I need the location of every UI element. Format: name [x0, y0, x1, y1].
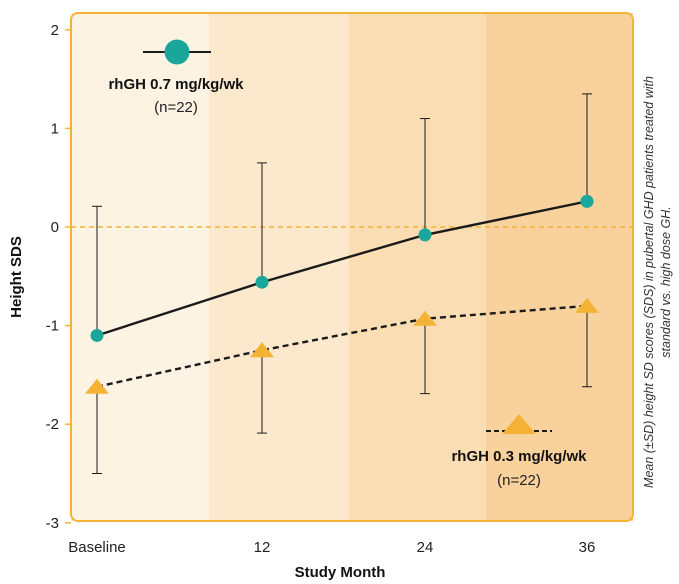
y-tick-label: -3	[46, 515, 59, 532]
y-axis: 2 1 0 -1 -2 -3	[46, 22, 71, 532]
data-point	[255, 275, 269, 289]
legend-label-2: rhGH 0.3 mg/kg/wk	[451, 448, 587, 465]
x-axis-title: Study Month	[295, 564, 386, 581]
band-2	[209, 13, 349, 521]
y-tick-label: -1	[46, 318, 59, 335]
y-tick-label: 1	[51, 120, 59, 137]
x-tick-label: Baseline	[68, 539, 126, 556]
band-3	[349, 13, 486, 521]
y-tick-label: -2	[46, 416, 59, 433]
series-2	[85, 297, 599, 474]
data-point	[85, 378, 109, 394]
data-point	[250, 342, 274, 358]
y-tick-label: 2	[51, 22, 59, 39]
band-1	[71, 13, 209, 521]
legend-n-2: (n=22)	[497, 472, 541, 489]
series-line	[96, 304, 588, 388]
x-tick-label: 36	[579, 539, 596, 556]
series-line	[96, 200, 588, 337]
data-point	[418, 228, 432, 242]
legend-marker-2	[502, 414, 536, 434]
data-point	[580, 194, 594, 208]
data-point	[90, 328, 104, 342]
band-4	[486, 13, 633, 521]
x-tick-label: 24	[417, 539, 434, 556]
plot-frame	[70, 12, 634, 522]
legend-n-1: (n=22)	[154, 99, 198, 116]
data-point	[413, 310, 437, 326]
figure-caption-line-2: standard vs. high dose GH.	[659, 206, 673, 357]
legend-marker-1	[164, 39, 190, 65]
legend-label-1: rhGH 0.7 mg/kg/wk	[108, 76, 244, 93]
y-tick-label: 0	[51, 219, 59, 236]
series-1	[90, 93, 594, 342]
series-layer	[85, 93, 599, 474]
background-bands	[71, 13, 633, 521]
y-axis-title: Height SDS	[8, 236, 25, 318]
legend: rhGH 0.7 mg/kg/wk (n=22) rhGH 0.3 mg/kg/wk…	[108, 39, 587, 489]
x-tick-label: 12	[254, 539, 271, 556]
figure-caption-line-1: Mean (±SD) height SD scores (SDS) in pub…	[642, 76, 656, 488]
x-axis: Baseline 12 24 36	[68, 539, 595, 556]
data-point	[575, 297, 599, 313]
